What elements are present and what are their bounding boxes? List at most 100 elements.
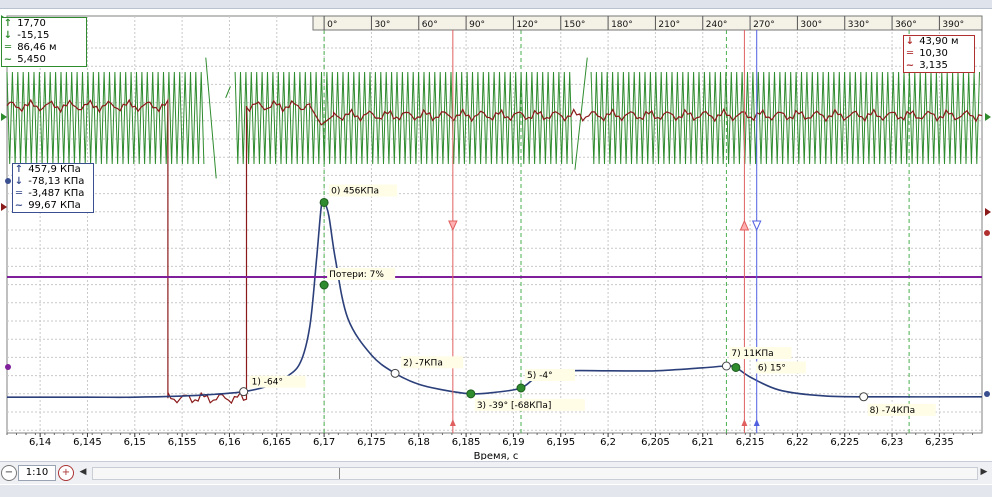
angle-tick-label: 180° bbox=[611, 20, 633, 30]
angle-tick-label: 300° bbox=[800, 20, 822, 30]
annotation-marker[interactable] bbox=[721, 361, 731, 371]
x-tick-label: 6,155 bbox=[168, 437, 197, 448]
x-tick-label: 6,175 bbox=[357, 437, 386, 448]
max-arrow-icon: ↑ bbox=[3, 18, 13, 29]
angle-tick-label: 210° bbox=[658, 20, 680, 30]
x-tick-label: 6,235 bbox=[925, 437, 954, 448]
series-green-spike bbox=[225, 86, 231, 99]
rms-icon: ~ bbox=[14, 200, 24, 211]
cursor-handle-icon[interactable] bbox=[751, 220, 762, 232]
green-mean: 86,46 м bbox=[17, 42, 57, 53]
readout-red: ↓ 43,90 м ═ 10,30 ~ 3,135 bbox=[903, 35, 975, 73]
annotation-label: Потери: 7% bbox=[329, 270, 384, 280]
oscilloscope-chart: 0° 30° 60° 90° 120° 150° 180° 210° 240° 270° 300° 3… bbox=[1, 15, 991, 460]
x-tick-label: 6,165 bbox=[262, 437, 291, 448]
axis-handle-icon[interactable] bbox=[5, 364, 11, 370]
series-green bbox=[234, 71, 573, 165]
annotation-marker[interactable] bbox=[319, 197, 329, 207]
annotation-marker[interactable] bbox=[516, 383, 526, 393]
annotation-marker[interactable] bbox=[390, 368, 400, 378]
readout-green: ↑ 17,70 ↓ -15,15 ═ 86,46 м ~ 5,450 bbox=[1, 17, 87, 67]
x-tick-label: 6,145 bbox=[73, 437, 102, 448]
x-axis-label: Время, с bbox=[474, 451, 519, 460]
angle-scale: 0° 30° 60° 90° 120° 150° 180° 210° 240° 270° 300° 3… bbox=[312, 15, 983, 31]
annotation-label: 5) -4° bbox=[527, 371, 553, 381]
green-rms: 5,450 bbox=[17, 54, 46, 65]
mean-icon: ═ bbox=[4, 42, 12, 53]
annotation-bg bbox=[867, 403, 936, 416]
x-tick-label: 6,195 bbox=[546, 437, 575, 448]
rms-icon: ~ bbox=[3, 54, 13, 65]
angle-tick-label: 30° bbox=[374, 20, 390, 30]
axis-handle-icon[interactable] bbox=[984, 391, 990, 397]
red-min: 43,90 м bbox=[919, 36, 959, 47]
x-tick-label: 6,23 bbox=[881, 437, 903, 448]
axis-handle-icon[interactable] bbox=[985, 113, 991, 121]
zoom-level[interactable]: 1:10 bbox=[18, 465, 56, 481]
annotation-bg bbox=[729, 347, 792, 359]
annotation-marker[interactable] bbox=[319, 280, 329, 290]
annotation-bg bbox=[474, 398, 585, 411]
blue-mean: -3,487 КПа bbox=[28, 188, 85, 199]
x-tick-label: 6,17 bbox=[313, 437, 335, 448]
red-rms: 3,135 bbox=[919, 60, 948, 71]
cursor-foot-icon[interactable] bbox=[753, 419, 760, 426]
cursor-foot-icon[interactable] bbox=[449, 419, 456, 426]
x-axis: 6,14 6,145 6,15 6,155 6,16 6,165 6,17 6,175 6,18… bbox=[6, 433, 974, 448]
x-tick-label: 6,205 bbox=[641, 437, 670, 448]
annotation-label: 3) -39° [-68КПа] bbox=[477, 401, 552, 411]
series-green-spike bbox=[574, 57, 588, 170]
cursor-handle-icon[interactable] bbox=[739, 219, 750, 231]
angle-tick-label: 120° bbox=[516, 20, 538, 30]
annotation-label: 1) -64° bbox=[252, 378, 283, 388]
annotation-label: 7) 11КПа bbox=[731, 349, 773, 359]
cursor-foot-icon[interactable] bbox=[741, 419, 748, 426]
min-arrow-icon: ↓ bbox=[905, 36, 915, 47]
green-max: 17,70 bbox=[17, 18, 46, 29]
annotation-marker[interactable] bbox=[239, 387, 249, 397]
scroll-thumb[interactable] bbox=[339, 468, 340, 479]
annotation-label: 8) -74КПа bbox=[870, 406, 915, 416]
angle-tick-label: 240° bbox=[706, 20, 728, 30]
angle-tick-label: 390° bbox=[942, 20, 964, 30]
angle-tick-label: 0° bbox=[327, 20, 337, 30]
axis-handle-icon[interactable] bbox=[1, 203, 7, 211]
scroll-right-icon[interactable]: ▶ bbox=[980, 467, 988, 477]
x-tick-label: 6,16 bbox=[218, 437, 240, 448]
x-tick-label: 6,2 bbox=[600, 437, 616, 448]
annotation-marker[interactable] bbox=[859, 392, 869, 402]
axis-handle-icon[interactable] bbox=[5, 178, 11, 184]
annotation-label: 6) 15° bbox=[758, 363, 786, 373]
angle-tick-label: 90° bbox=[469, 20, 485, 30]
x-tick-label: 6,15 bbox=[124, 437, 146, 448]
cursor-handle-icon[interactable] bbox=[448, 220, 458, 232]
scroll-left-icon[interactable]: ◀ bbox=[79, 467, 87, 477]
status-strip bbox=[0, 485, 992, 497]
annotation-marker[interactable] bbox=[466, 389, 476, 399]
x-tick-label: 6,21 bbox=[692, 437, 714, 448]
min-arrow-icon: ↓ bbox=[3, 30, 13, 41]
x-tick-label: 6,185 bbox=[452, 437, 481, 448]
axis-handle-icon[interactable] bbox=[984, 230, 990, 236]
series-green-spike bbox=[205, 57, 217, 179]
axis-handle-icon[interactable] bbox=[1, 113, 7, 121]
x-tick-label: 6,215 bbox=[736, 437, 765, 448]
readout-blue: ↑ 457,9 КПа ↓ -78,13 КПа ═ -3,487 КПа ~ … bbox=[12, 163, 94, 213]
mean-icon: ═ bbox=[906, 48, 914, 59]
mean-icon: ═ bbox=[15, 188, 23, 199]
horizontal-scrollbar[interactable] bbox=[92, 467, 978, 480]
zoom-out-button[interactable]: − bbox=[1, 465, 17, 481]
axis-handle-icon[interactable] bbox=[985, 208, 991, 216]
annotation-bg bbox=[249, 375, 306, 388]
x-tick-label: 6,14 bbox=[29, 437, 51, 448]
annotation-marker[interactable] bbox=[731, 362, 741, 372]
blue-rms: 99,67 КПа bbox=[28, 200, 81, 211]
angle-tick-label: 60° bbox=[422, 20, 438, 30]
angle-tick-label: 270° bbox=[753, 20, 775, 30]
x-tick-label: 6,18 bbox=[408, 437, 430, 448]
green-min: -15,15 bbox=[17, 30, 50, 41]
angle-tick-label: 150° bbox=[564, 20, 586, 30]
max-arrow-icon: ↑ bbox=[14, 164, 24, 175]
zoom-in-button[interactable]: + bbox=[58, 465, 74, 481]
annotation-bg bbox=[327, 268, 396, 280]
